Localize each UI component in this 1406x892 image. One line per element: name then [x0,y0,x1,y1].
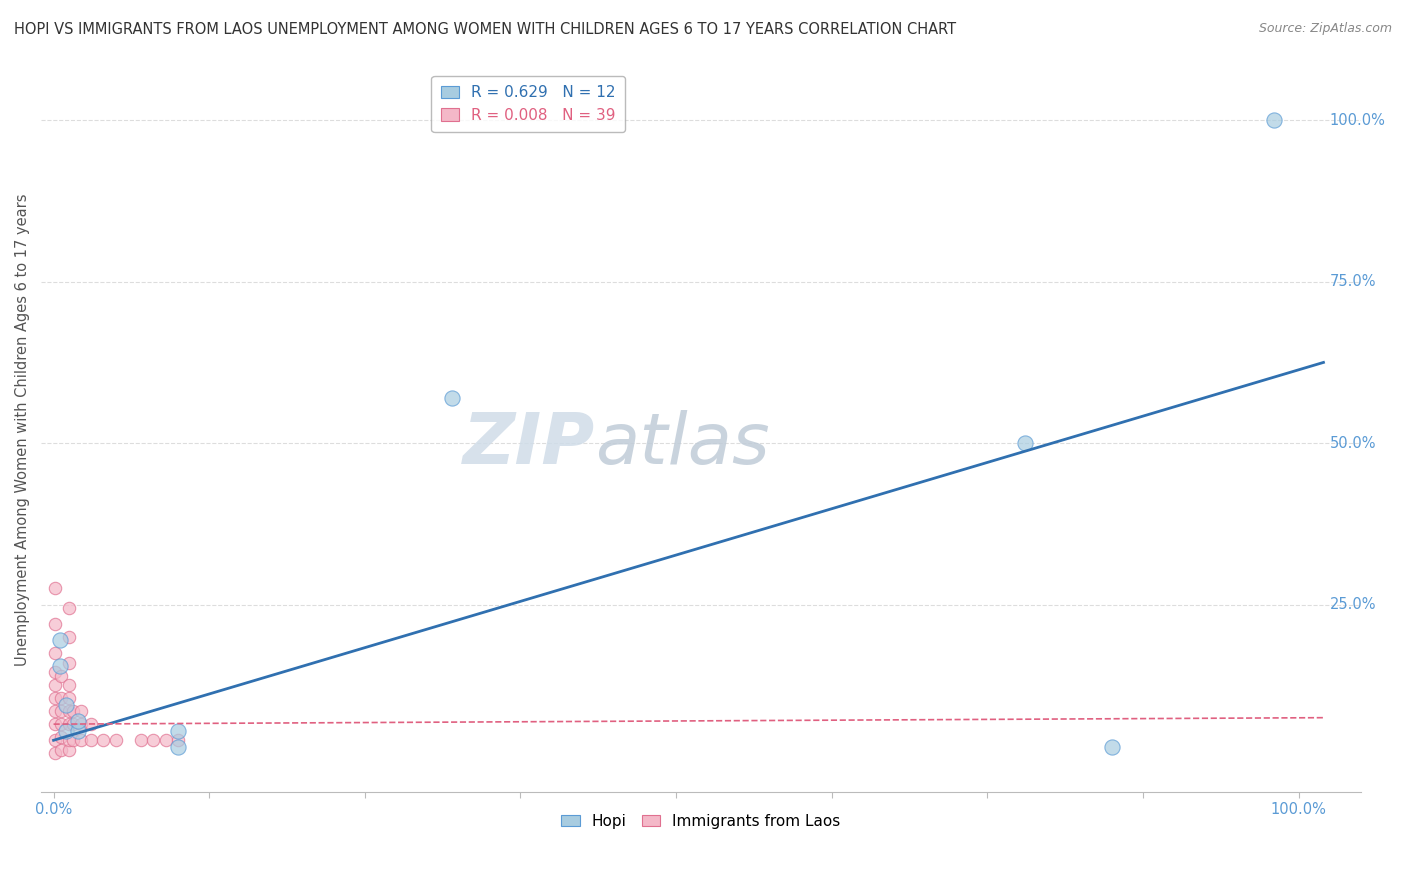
Point [58,717,80,731]
Text: 100.0%: 100.0% [1271,802,1326,817]
Text: 0.0%: 0.0% [35,802,72,817]
Point [58,743,80,757]
Point [129,733,152,747]
Y-axis label: Unemployment Among Women with Children Ages 6 to 17 years: Unemployment Among Women with Children A… [15,194,30,666]
Point [49,704,72,718]
Point [58,704,80,718]
Point [44,582,66,596]
Point [1014,436,1036,450]
Point [58,656,80,670]
Point [44,678,66,692]
Point [44,646,66,660]
Point [58,733,80,747]
Point [49,717,72,731]
Point [49,659,72,673]
Text: atlas: atlas [595,410,770,479]
Point [62,733,84,747]
Point [58,678,80,692]
Point [70,717,93,731]
Point [58,630,80,644]
Point [62,704,84,718]
Point [104,733,127,747]
Point [70,733,93,747]
Point [67,714,90,728]
Point [49,669,72,683]
Point [44,665,66,680]
Text: ZIP: ZIP [463,410,595,479]
Point [49,730,72,744]
Point [58,600,80,615]
Point [142,733,165,747]
Text: 100.0%: 100.0% [1330,112,1385,128]
Point [440,391,463,405]
Point [55,723,77,738]
Point [80,717,103,731]
Point [167,733,190,747]
Point [67,723,90,738]
Point [58,691,80,706]
Point [155,733,177,747]
Text: Source: ZipAtlas.com: Source: ZipAtlas.com [1258,22,1392,36]
Point [49,633,72,648]
Point [49,743,72,757]
Point [44,746,66,760]
Text: 75.0%: 75.0% [1330,274,1376,289]
Point [44,733,66,747]
Point [62,717,84,731]
Text: 25.0%: 25.0% [1330,597,1376,612]
Point [55,698,77,712]
Text: HOPI VS IMMIGRANTS FROM LAOS UNEMPLOYMENT AMONG WOMEN WITH CHILDREN AGES 6 TO 17: HOPI VS IMMIGRANTS FROM LAOS UNEMPLOYMEN… [14,22,956,37]
Point [44,704,66,718]
Point [44,617,66,632]
Point [167,723,190,738]
Point [44,691,66,706]
Point [80,733,103,747]
Point [49,691,72,706]
Point [93,733,115,747]
Point [167,739,190,754]
Point [1263,113,1285,128]
Point [70,704,93,718]
Legend: Hopi, Immigrants from Laos: Hopi, Immigrants from Laos [555,808,846,835]
Point [1101,739,1123,754]
Text: 50.0%: 50.0% [1330,435,1376,450]
Point [44,717,66,731]
